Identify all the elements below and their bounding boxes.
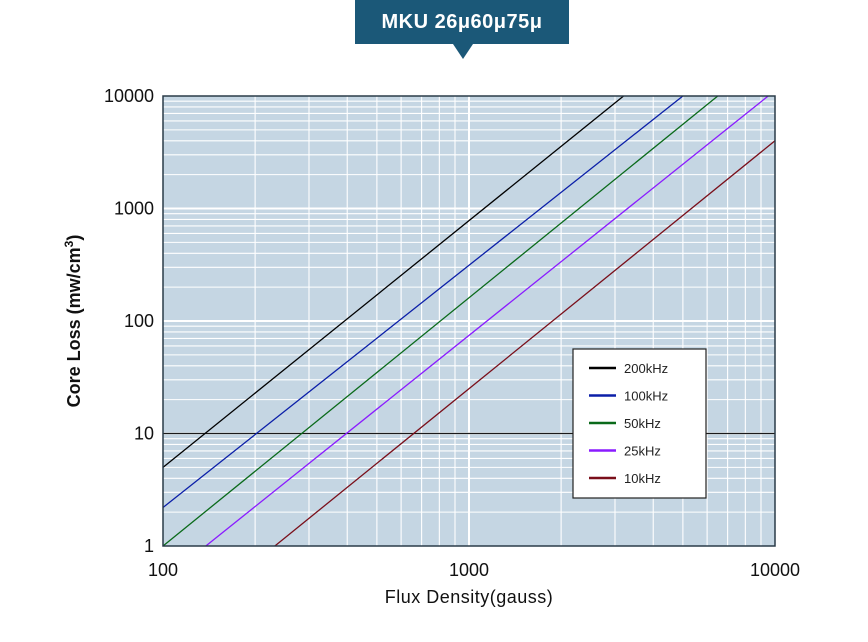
series-line-50kHz [162, 95, 719, 547]
y-tick-label: 100 [124, 311, 154, 331]
x-tick-label: 1000 [449, 560, 489, 580]
title-banner-pointer [453, 44, 473, 59]
legend: 200kHz 100kHz 50kHz 25kHz 10kHz [572, 348, 707, 499]
y-axis-label: Core Loss (mw/cm3) [62, 235, 84, 408]
y-axis-label-main: Core Loss (mw/cm [64, 247, 84, 407]
grid-lines [163, 96, 775, 546]
chart-title: MKU 26μ60μ75μ [381, 11, 543, 33]
x-tick-labels: 100 1000 10000 [148, 560, 800, 580]
series-lines [162, 95, 776, 547]
series-line-25kHz [205, 95, 769, 547]
y-axis-label-tail: ) [64, 235, 84, 241]
y-tick-label: 10 [134, 424, 154, 444]
y-axis-label-superscript: 3 [62, 240, 76, 247]
y-tick-label: 10000 [104, 86, 154, 106]
x-tick-label: 10000 [750, 560, 800, 580]
series-line-10kHz [274, 140, 776, 547]
x-tick-label: 100 [148, 560, 178, 580]
series-line-200kHz [162, 95, 624, 468]
plot-frame [162, 95, 776, 547]
title-banner-background [355, 0, 569, 44]
legend-label: 200kHz [624, 361, 668, 376]
series-line-100kHz [162, 95, 684, 508]
legend-label: 50kHz [624, 416, 661, 431]
legend-label: 10kHz [624, 471, 661, 486]
legend-items: 200kHz 100kHz 50kHz 25kHz 10kHz [589, 361, 668, 486]
chart-title-banner: MKU 26μ60μ75μ [355, 0, 569, 59]
legend-label: 25kHz [624, 444, 661, 459]
legend-label: 100kHz [624, 389, 668, 404]
y-tick-label: 1 [144, 536, 154, 556]
y-tick-labels: 1 10 100 1000 10000 [104, 86, 154, 556]
y-tick-label: 1000 [114, 199, 154, 219]
x-axis-label: Flux Density(gauss) [385, 587, 554, 607]
